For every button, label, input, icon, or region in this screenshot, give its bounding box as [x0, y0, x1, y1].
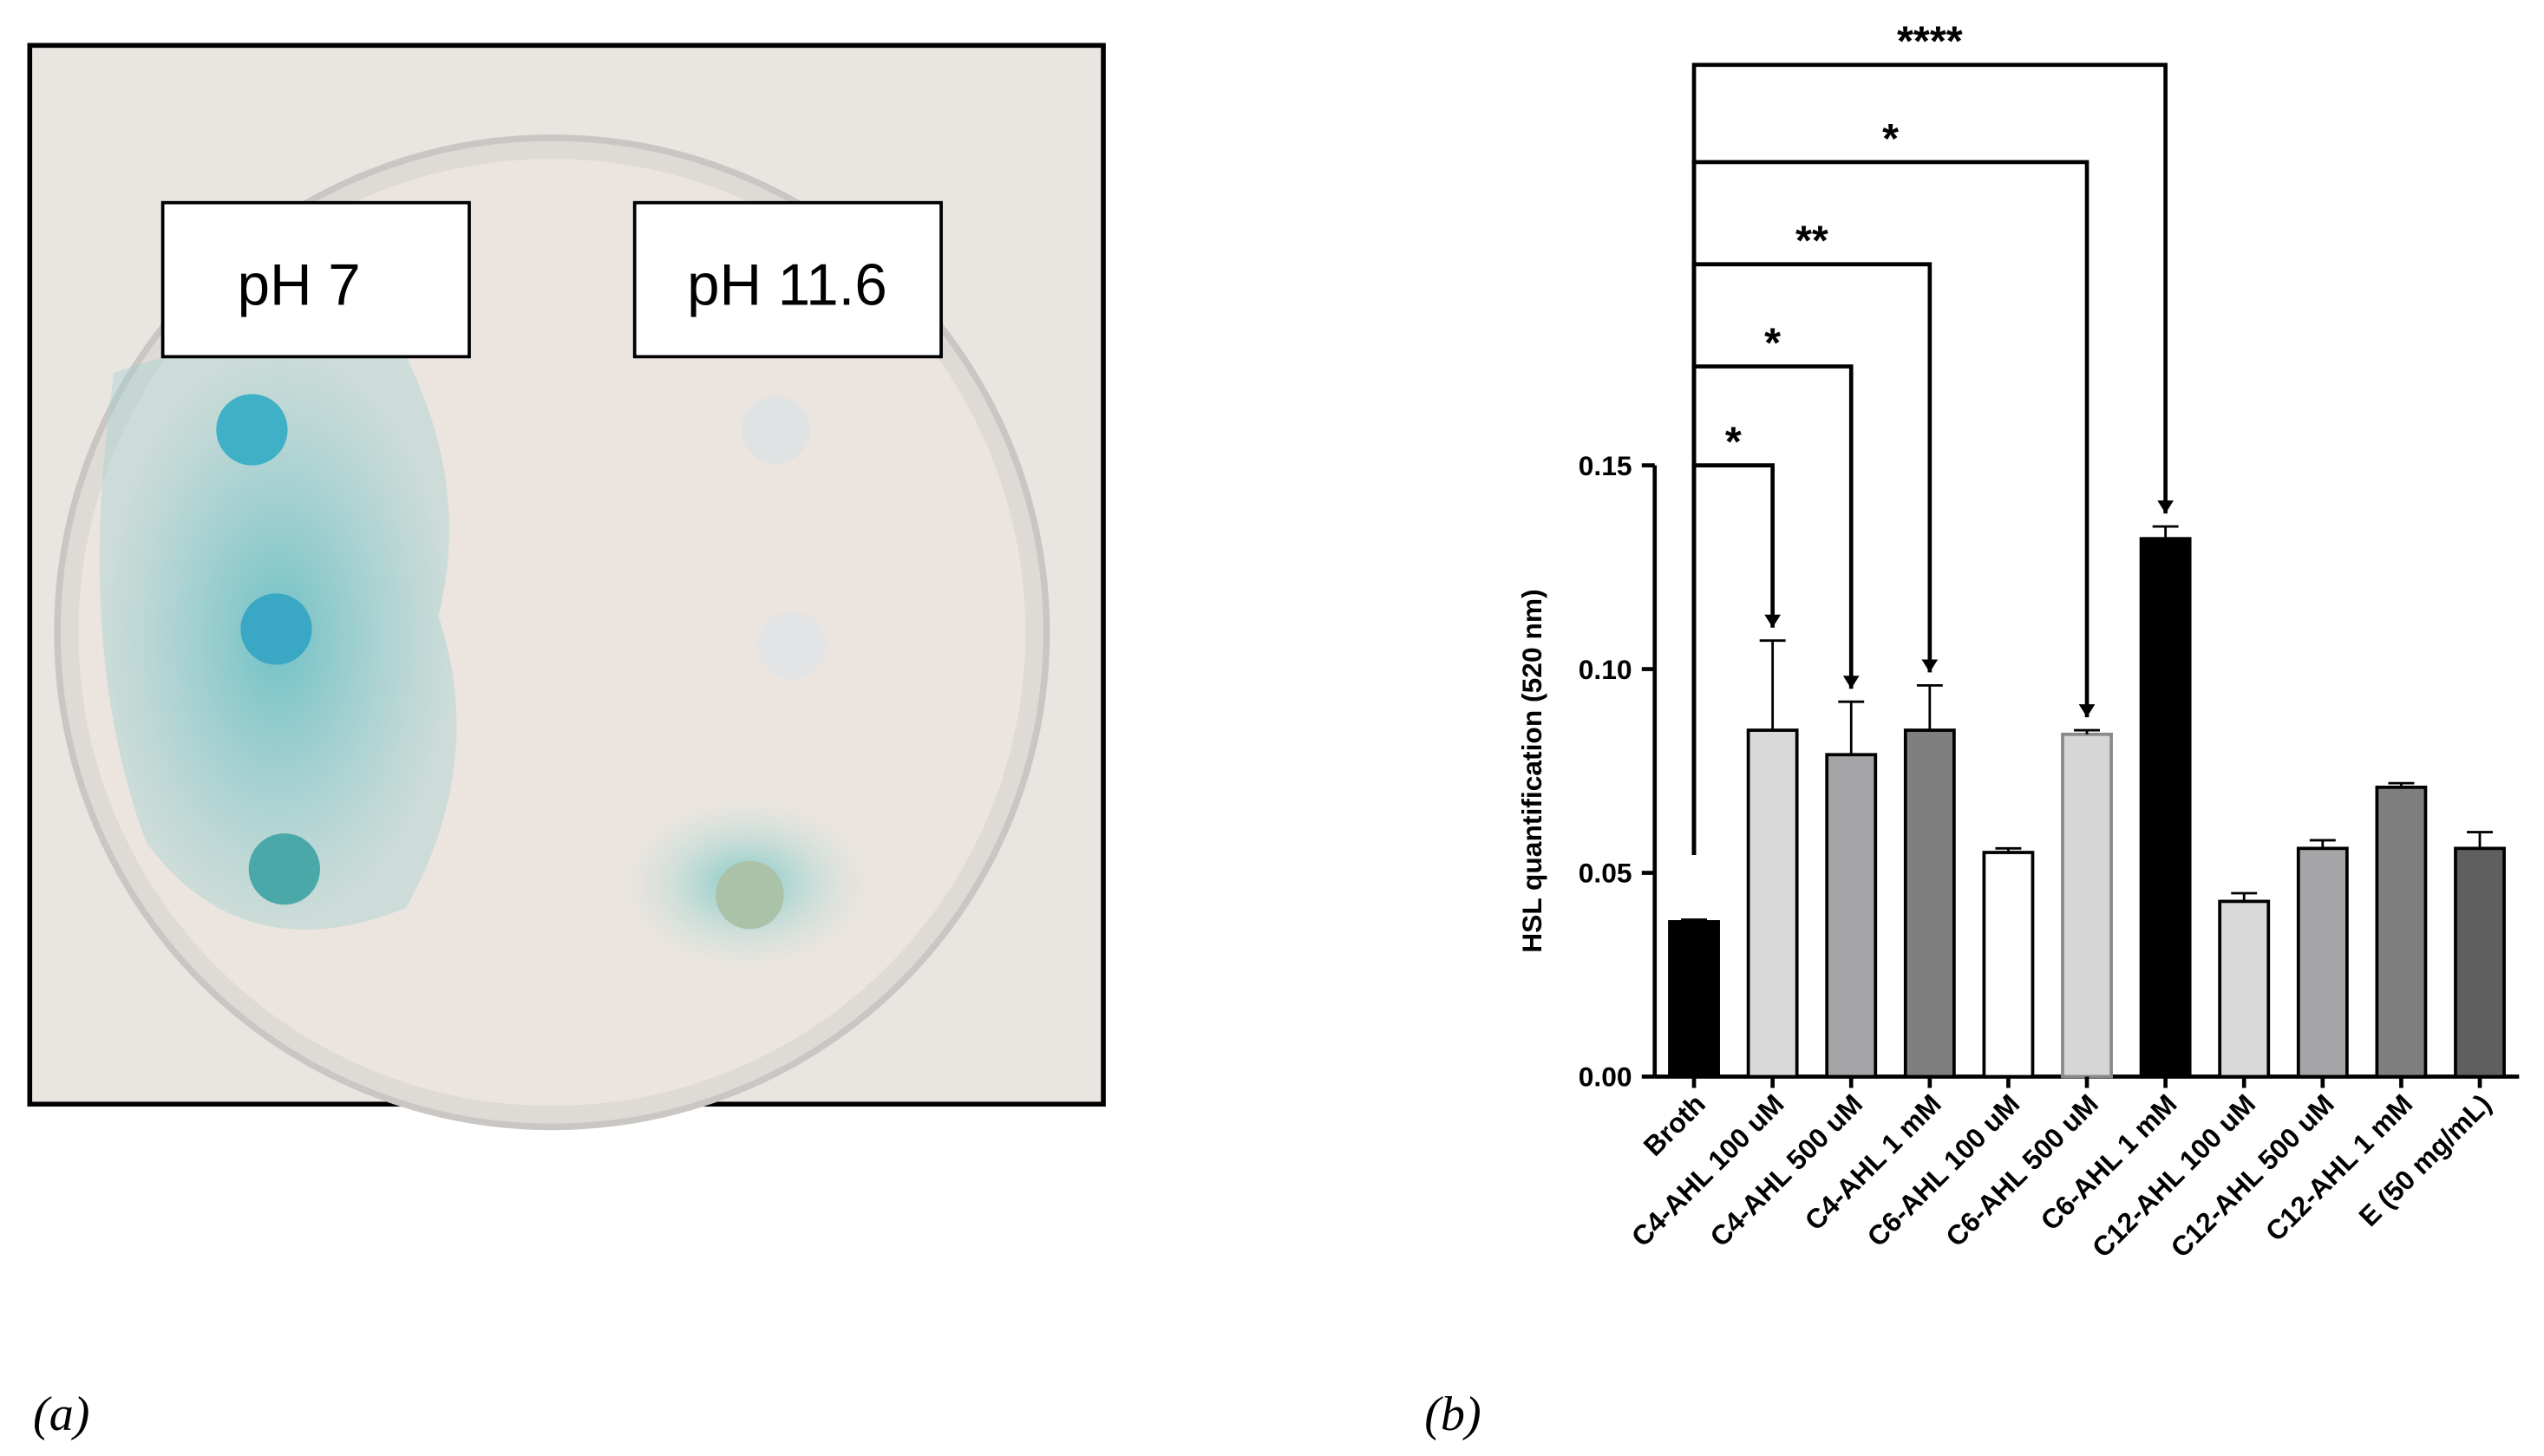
y-tick-label: 0.05	[1579, 858, 1632, 889]
y-tick-label: 0.10	[1579, 654, 1632, 685]
spot	[742, 395, 810, 464]
y-tick-label: 0.00	[1579, 1061, 1632, 1093]
bar	[2061, 732, 2113, 1079]
significance-label: *	[1725, 418, 1742, 465]
bar	[2454, 846, 2506, 1079]
bracket-arrow	[1764, 614, 1781, 628]
significance-label: *	[1882, 115, 1899, 162]
spot	[216, 394, 288, 466]
significance-label: **	[1795, 218, 1828, 264]
photo-label: pH 11.6	[687, 253, 887, 318]
bracket-arrow	[1921, 659, 1939, 673]
bracket-arrow	[2078, 704, 2096, 718]
bar	[1746, 728, 1799, 1079]
spot	[757, 610, 827, 680]
spot	[248, 833, 320, 905]
bar	[1903, 728, 1956, 1079]
panel-label: (b)	[1424, 1387, 1481, 1441]
bar	[1668, 920, 1720, 1079]
y-tick-label: 0.15	[1579, 450, 1632, 481]
label-box	[160, 200, 471, 359]
bar	[2139, 537, 2192, 1079]
chart: 0.00 0.05 0.10 0.15 HSL quantification (520 …	[1516, 18, 2520, 1263]
significance-label: *	[1764, 319, 1781, 366]
label-box	[632, 200, 943, 359]
significance-label: ****	[1897, 18, 1963, 65]
significance-bracket	[1691, 262, 1933, 855]
significance-bracket	[1691, 62, 2168, 855]
bar	[2218, 899, 2271, 1079]
spot	[240, 593, 312, 665]
x-tick-label: C6-AHL 1 mM	[2034, 1088, 2182, 1237]
bracket-arrow	[1842, 676, 1860, 689]
x-tick-label: C4-AHL 1 mM	[1799, 1088, 1947, 1237]
bar	[2375, 785, 2428, 1079]
bar	[1982, 851, 2035, 1079]
bracket-arrow	[2157, 500, 2174, 514]
bar	[2296, 846, 2349, 1079]
photo: pH 7 pH 11.6	[27, 42, 1106, 1131]
y-axis-title: HSL quantification (520 nm)	[1516, 589, 1547, 952]
x-tick-label: Broth	[1638, 1088, 1711, 1162]
bar	[1825, 753, 1878, 1079]
photo-label: pH 7	[238, 253, 361, 318]
spot	[716, 860, 784, 930]
panel-label: (a)	[33, 1387, 89, 1441]
